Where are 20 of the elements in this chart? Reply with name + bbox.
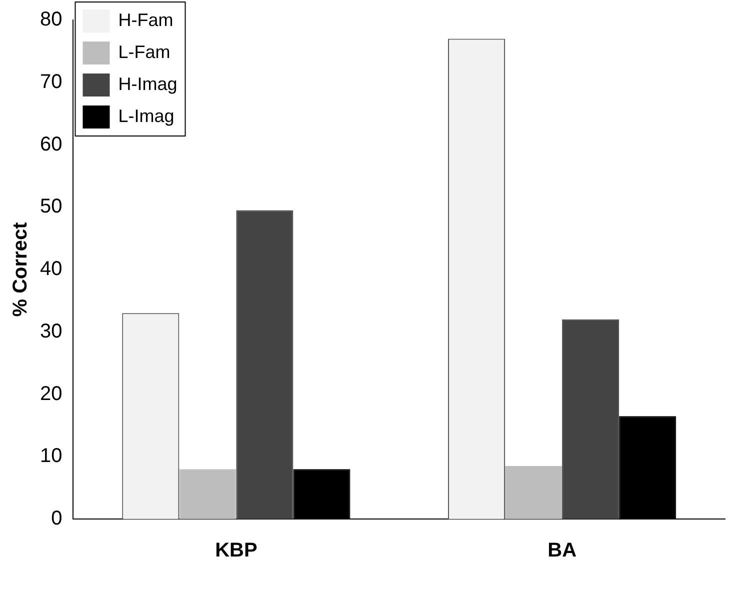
x-tick-label: KBP [215, 540, 258, 562]
bar [505, 466, 562, 519]
y-axis-title: % Correct [10, 222, 32, 317]
y-tick-label: 40 [40, 258, 62, 280]
y-tick-label: 0 [51, 508, 62, 530]
legend-label: H-Fam [118, 10, 174, 30]
legend-label: L-Fam [118, 42, 170, 62]
legend-label: L-Imag [118, 106, 174, 126]
y-tick-label: 50 [40, 196, 62, 218]
x-tick-label: BA [548, 540, 577, 562]
y-tick-label: 20 [40, 382, 62, 405]
bar [562, 319, 620, 519]
legend-label: H-Imag [118, 74, 178, 94]
bar [179, 469, 236, 519]
y-tick-label: 80 [40, 8, 62, 31]
y-tick-label: 60 [40, 133, 62, 156]
bar [236, 210, 294, 519]
y-tick-label: 70 [40, 70, 62, 93]
y-tick-label: 30 [40, 320, 62, 342]
y-tick-label: 10 [40, 445, 62, 468]
